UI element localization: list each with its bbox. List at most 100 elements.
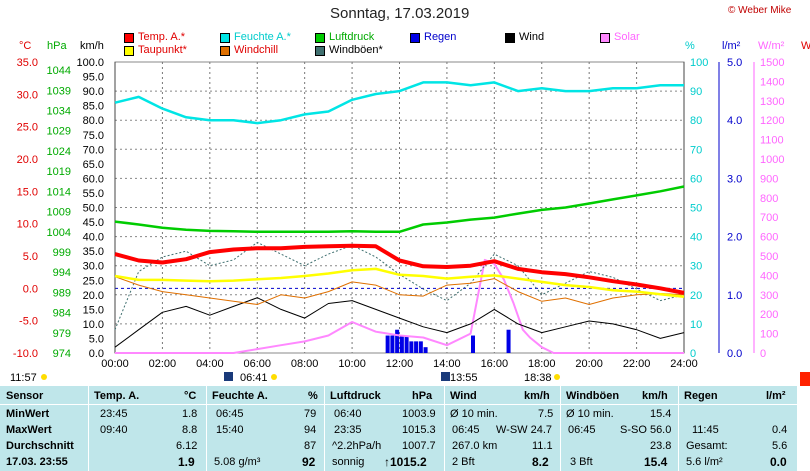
- x-tick-label: 18:00: [528, 358, 556, 370]
- row-label: Durchschnitt: [6, 440, 74, 452]
- wind-tick-label: 30.0: [83, 261, 104, 273]
- pressure-avg-value: 1007.7: [402, 440, 436, 452]
- legend-label: Luftdruck: [329, 31, 375, 43]
- temp-tick-label: -10.0: [13, 348, 38, 360]
- header-humidity: Feuchte A.: [212, 390, 268, 402]
- solar-tick-label: 1000: [760, 154, 784, 166]
- legend-label: Windchill: [234, 44, 279, 56]
- legend-swatch: [505, 33, 515, 43]
- humidity-tick-label: 20: [690, 290, 702, 302]
- solar-axis-unit: W/m²: [758, 40, 785, 52]
- rain-bar: [423, 347, 428, 353]
- pressure-max-time: 23:35: [334, 424, 362, 436]
- wind-tick-label: 5.0: [89, 333, 104, 345]
- wind-tick-label: 90.0: [83, 86, 104, 98]
- wind-tick-label: 70.0: [83, 144, 104, 156]
- sunset-label: 13:55: [450, 372, 478, 384]
- temp-tick-label: -5.0: [19, 316, 38, 328]
- wind-tick-label: 55.0: [83, 188, 104, 200]
- legend-label: Regen: [424, 31, 457, 43]
- pressure-tick-label: 974: [53, 348, 71, 360]
- rain-total-value: 5.6: [772, 440, 788, 452]
- wind-tick-label: 75.0: [83, 130, 104, 142]
- rain-max-time: 11:45: [692, 424, 719, 436]
- wind-tick-label: 45.0: [83, 217, 104, 229]
- wind-distance: 267.0 km: [452, 440, 498, 452]
- credit-label: © Weber Mike: [728, 5, 792, 16]
- pressure-axis-unit: hPa: [47, 40, 67, 52]
- pressure-tick-label: 1019: [47, 166, 71, 178]
- wind-tick-label: 20.0: [83, 290, 104, 302]
- header-humidity-unit: %: [308, 390, 318, 402]
- rain-bar: [385, 335, 390, 353]
- legend-label: Feuchte A.*: [234, 31, 291, 43]
- wind-beaufort: 2 Bft: [452, 456, 475, 468]
- gust-avg-value: 15.4: [650, 408, 672, 420]
- header-sensor: Sensor: [6, 390, 44, 402]
- wind-max-direction: W-SW 24.7: [496, 424, 553, 436]
- pressure-tick-label: 1034: [47, 106, 71, 118]
- pressure-tick-label: 1044: [47, 65, 71, 77]
- gust-avg-daily: 23.8: [650, 440, 672, 452]
- solar-tick-label: 500: [760, 251, 778, 263]
- x-tick-label: 02:00: [149, 358, 177, 370]
- pressure-tick-label: 984: [53, 308, 71, 320]
- pressure-tick-label: 1039: [47, 85, 71, 97]
- wind-tick-label: 15.0: [83, 304, 104, 316]
- legend-swatch: [220, 33, 230, 43]
- wind-tick-label: 85.0: [83, 101, 104, 113]
- solar-tick-label: 900: [760, 173, 778, 185]
- series-temp-a: [114, 243, 685, 295]
- sun-marker: [41, 374, 47, 380]
- legend-swatch: [124, 33, 134, 43]
- solar-tick-label: 200: [760, 309, 778, 321]
- temp-max-value: 8.8: [182, 424, 198, 436]
- temp-tick-label: 20.0: [17, 154, 38, 166]
- x-tick-label: 24:00: [670, 358, 698, 370]
- pressure-tick-label: 979: [53, 328, 71, 340]
- solar-tick-label: 1200: [760, 115, 784, 127]
- pressure-tick-label: 1009: [47, 207, 71, 219]
- rain-bar: [470, 335, 475, 353]
- sunrise-icon: [224, 372, 233, 381]
- temp-tick-label: 10.0: [17, 219, 38, 231]
- legend-label: Solar: [614, 31, 640, 43]
- legend-swatch: [124, 46, 134, 56]
- wind-tick-label: 65.0: [83, 159, 104, 171]
- pressure-min-time: 06:40: [334, 408, 362, 420]
- wind-tick-label: 100.0: [76, 57, 104, 69]
- legend-label: Windböen*: [329, 44, 383, 56]
- solar-tick-label: 1100: [760, 135, 784, 147]
- series-luftdruck: [114, 185, 685, 234]
- pressure-tick-label: 989: [53, 287, 71, 299]
- rain-bar: [506, 329, 511, 353]
- gust-current-value: 15.4: [644, 455, 668, 469]
- wind-tick-label: 0.0: [89, 348, 104, 360]
- gust-beaufort: 3 Bft: [570, 456, 593, 468]
- sun-marker: [271, 374, 277, 380]
- rain-tick-label: 4.0: [727, 115, 742, 127]
- temp-max-time: 09:40: [100, 424, 128, 436]
- gust-avg-label: Ø 10 min.: [566, 408, 614, 420]
- cut-right-axis-unit: W: [801, 40, 810, 52]
- sunrise-left-label: 11:57: [10, 372, 37, 384]
- edge-marker: [800, 372, 810, 386]
- gust-max-time: 06:45: [568, 424, 596, 436]
- chart-title: Sonntag, 17.03.2019: [330, 5, 470, 22]
- legend-label: Temp. A.*: [138, 31, 186, 43]
- pressure-tick-label: 1014: [47, 186, 71, 198]
- solar-tick-label: 600: [760, 232, 778, 244]
- solar-tick-label: 400: [760, 270, 778, 282]
- pressure-max-value: 1015.3: [402, 424, 436, 436]
- series-windchill: [114, 276, 685, 305]
- legend-swatch: [600, 33, 610, 43]
- wind-tick-label: 50.0: [83, 203, 104, 215]
- pressure-tick-label: 994: [53, 267, 71, 279]
- rain-max-value: 0.4: [772, 424, 788, 436]
- header-rain: Regen: [684, 390, 718, 402]
- x-tick-label: 00:00: [101, 358, 129, 370]
- wind-avg-value: 7.5: [538, 408, 554, 420]
- wind-tick-label: 80.0: [83, 115, 104, 127]
- solar-tick-label: 1400: [760, 76, 784, 88]
- wind-tick-label: 10.0: [83, 319, 104, 331]
